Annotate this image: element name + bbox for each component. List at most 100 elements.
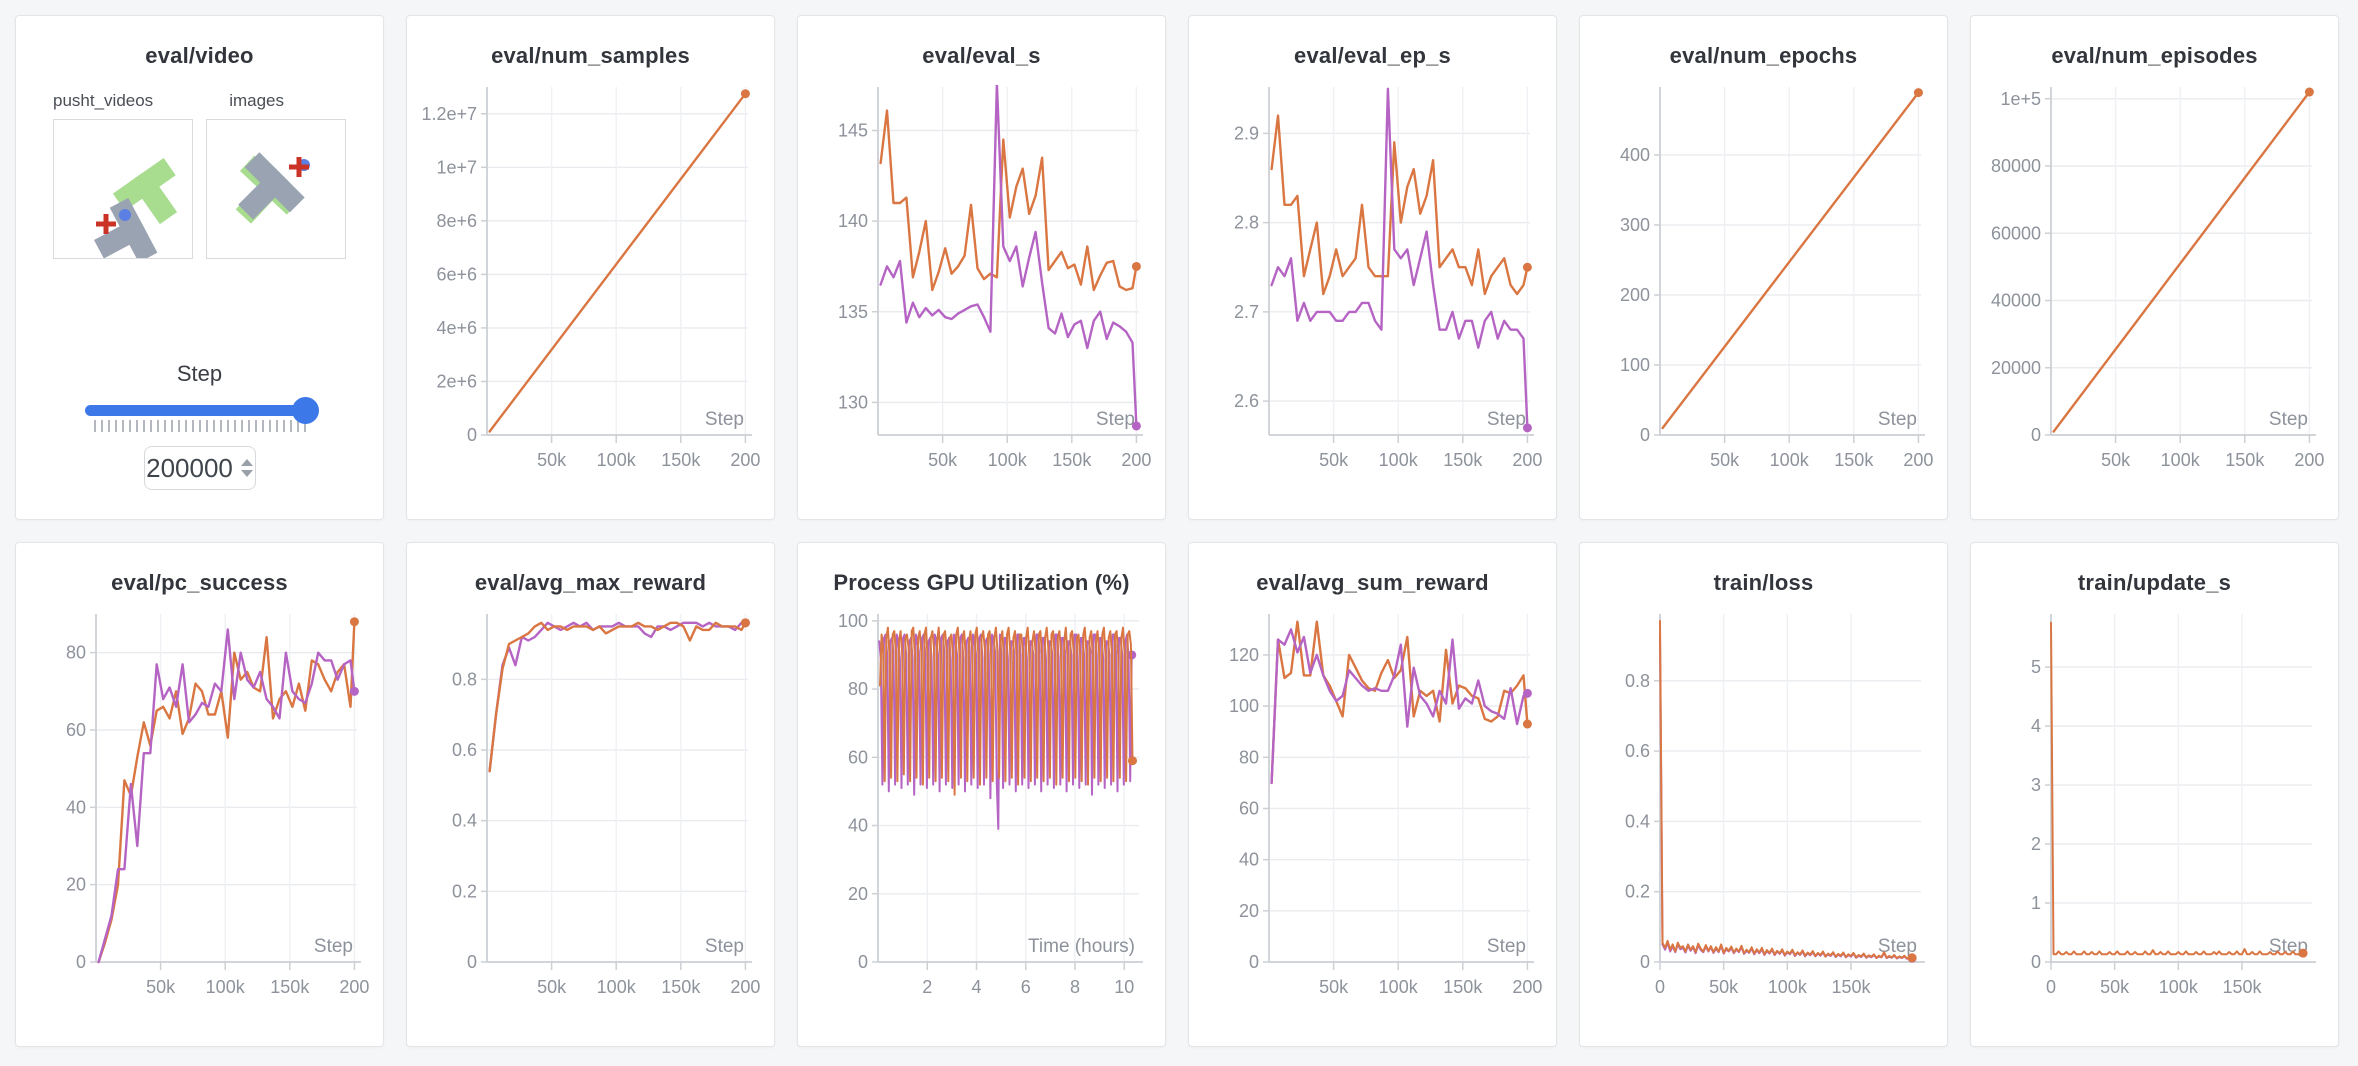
panel-eval-avg-max-reward: eval/avg_max_reward 0 0.2 0.4 0.6 0.8 50k 100k…	[406, 542, 775, 1047]
y-tick-label: 100	[838, 611, 868, 631]
chart-svg: 0 20 40 60 80 50k 100k 150k 200 Step	[66, 614, 369, 997]
x-axis-label: Step	[1096, 409, 1135, 430]
x-tick-label: 4	[971, 977, 981, 997]
y-tick-label: 400	[1620, 145, 1650, 165]
chart-plot[interactable]: 0 0.2 0.4 0.6 0.8 50k 100k 150k 200 Step	[417, 600, 764, 1012]
x-tick-label: 150k	[2222, 977, 2262, 997]
step-slider-tickmarks	[94, 420, 306, 432]
chart-plot[interactable]: 2.6 2.7 2.8 2.9 50k 100k 150k 200 Step	[1199, 73, 1546, 485]
series-end-dot-purple	[349, 686, 359, 696]
x-tick-label: 200	[730, 450, 760, 470]
x-tick-label: 150k	[1052, 450, 1092, 470]
y-tick-label: 2.9	[1234, 123, 1259, 143]
gray-t-shape	[93, 197, 158, 263]
x-tick-label: 50k	[2100, 977, 2130, 997]
y-tick-label: 0	[76, 952, 86, 972]
series-end-dot-purple	[1522, 423, 1532, 433]
goal-cross	[289, 157, 309, 177]
y-tick-label: 60	[66, 720, 86, 740]
step-slider-knob[interactable]	[291, 397, 319, 424]
chart-plot[interactable]: 0 20000 40000 60000 80000 1e+5 50k 100k 150k 200 S…	[1981, 73, 2328, 485]
panel-eval-num-episodes: eval/num_episodes 0 20000 40000 60000 80000 1…	[1970, 15, 2339, 520]
x-axis-label: Step	[1487, 409, 1526, 430]
spinner-down-icon[interactable]	[240, 470, 253, 477]
y-tick-label: 140	[838, 211, 868, 231]
y-tick-label: 2	[2031, 834, 2041, 854]
y-tick-label: 2.8	[1234, 213, 1259, 233]
images-scene-graphic	[235, 152, 310, 224]
y-tick-label: 100	[1620, 355, 1650, 375]
chart-plot[interactable]: 0 100 200 300 400 50k 100k 150k 200 Step	[1590, 73, 1937, 485]
y-tick-label: 40	[66, 797, 86, 817]
y-tick-label: 145	[838, 121, 868, 141]
y-tick-label: 60	[1239, 798, 1259, 818]
x-tick-label: 200	[1121, 450, 1151, 470]
x-tick-label: 50k	[1709, 977, 1739, 997]
x-tick-label: 0	[2046, 977, 2056, 997]
x-tick-label: 50k	[1319, 450, 1349, 470]
panel-eval-avg-sum-reward: eval/avg_sum_reward 0 20 40 60 80 100 120 50k 10…	[1188, 542, 1557, 1047]
chart-svg: 0 20000 40000 60000 80000 1e+5 50k 100k 150k 200 S…	[1991, 87, 2324, 470]
series-end-dot-orange	[1127, 756, 1137, 766]
chart-plot[interactable]: 0 0.2 0.4 0.6 0.8 0 50k 100k 150k Step	[1590, 600, 1937, 1012]
series-line-orange	[488, 621, 747, 773]
x-tick-label: 200	[1512, 977, 1542, 997]
series-line-orange	[879, 626, 1134, 796]
y-tick-label: 0	[1640, 952, 1650, 972]
x-tick-label: 100k	[1379, 977, 1419, 997]
chart-plot[interactable]: 130 135 140 145 50k 100k 150k 200 Step	[808, 73, 1155, 485]
chart-svg: 130 135 140 145 50k 100k 150k 200 Step	[838, 85, 1151, 470]
spinner-up-icon[interactable]	[240, 459, 253, 466]
panel-eval-video: eval/video pusht_videos images	[15, 15, 384, 520]
panel-train-update-s: train/update_s 0 1 2 3 4 5 0 50k 100k 150k Step	[1970, 542, 2339, 1047]
x-tick-label: 150k	[1443, 450, 1483, 470]
x-tick-label: 100k	[988, 450, 1028, 470]
series-line-orange	[2052, 90, 2311, 433]
y-tick-label: 1e+7	[436, 157, 477, 177]
media-thumbnail-pusht-videos[interactable]	[53, 119, 193, 263]
chart-plot[interactable]: 0 20 40 60 80 100 120 50k 100k 150k 200 Step	[1199, 600, 1546, 1012]
x-tick-label: 150k	[270, 977, 310, 997]
chart-title: eval/avg_sum_reward	[1256, 570, 1489, 595]
series-end-dot-orange	[1131, 261, 1141, 271]
y-tick-label: 60000	[1991, 223, 2041, 243]
chart-svg: 0 2e+6 4e+6 6e+6 8e+6 1e+7 1.2e+7 50k 100k 150k 20…	[421, 87, 760, 470]
x-tick-label: 100k	[2161, 450, 2201, 470]
chart-svg: 0 0.2 0.4 0.6 0.8 50k 100k 150k 200 Step	[452, 614, 760, 997]
step-spinner[interactable]	[240, 459, 253, 477]
x-axis-label: Step	[1878, 409, 1917, 430]
chart-title: eval/num_epochs	[1669, 43, 1858, 68]
media-thumbnail-images[interactable]	[206, 119, 346, 259]
step-value[interactable]: 200000	[146, 452, 233, 483]
series-line-orange	[1270, 620, 1529, 785]
y-tick-label: 0.6	[1625, 741, 1650, 761]
chart-title: train/update_s	[2077, 570, 2232, 595]
x-tick-label: 50k	[537, 977, 567, 997]
series-end-dot-orange	[1907, 953, 1917, 963]
series-line-orange	[488, 92, 747, 433]
chart-plot[interactable]: 0 2e+6 4e+6 6e+6 8e+6 1e+7 1.2e+7 50k 100k 150k 20…	[417, 73, 764, 485]
chart-title: train/loss	[1713, 570, 1814, 595]
chart-svg: 0 20 40 60 80 100 2 4 6 8 10 Time (hours)	[838, 611, 1143, 997]
series-line-purple	[879, 85, 1138, 428]
step-number-input[interactable]: 200000	[143, 446, 256, 490]
chart-plot[interactable]: 0 20 40 60 80 50k 100k 150k 200 Step	[26, 600, 373, 1012]
series-line-orange	[1659, 620, 1914, 960]
y-tick-label: 3	[2031, 775, 2041, 795]
y-tick-label: 0.8	[1625, 671, 1650, 691]
y-tick-label: 60	[848, 747, 868, 767]
y-tick-label: 4	[2031, 716, 2041, 736]
x-tick-label: 100k	[1770, 450, 1810, 470]
step-slider[interactable]	[84, 397, 319, 424]
agent-dot	[119, 209, 131, 221]
y-tick-label: 2e+6	[436, 371, 477, 391]
y-tick-label: 4e+6	[436, 318, 477, 338]
series-end-dot-orange	[2304, 87, 2314, 97]
y-tick-label: 0	[2031, 425, 2041, 445]
chart-plot[interactable]: 0 20 40 60 80 100 2 4 6 8 10 Time (hours)	[808, 600, 1155, 1012]
chart-plot[interactable]: 0 1 2 3 4 5 0 50k 100k 150k Step	[1981, 600, 2328, 1012]
y-tick-label: 80	[848, 679, 868, 699]
x-tick-label: 100k	[2159, 977, 2199, 997]
chart-svg: 2.6 2.7 2.8 2.9 50k 100k 150k 200 Step	[1234, 87, 1542, 470]
